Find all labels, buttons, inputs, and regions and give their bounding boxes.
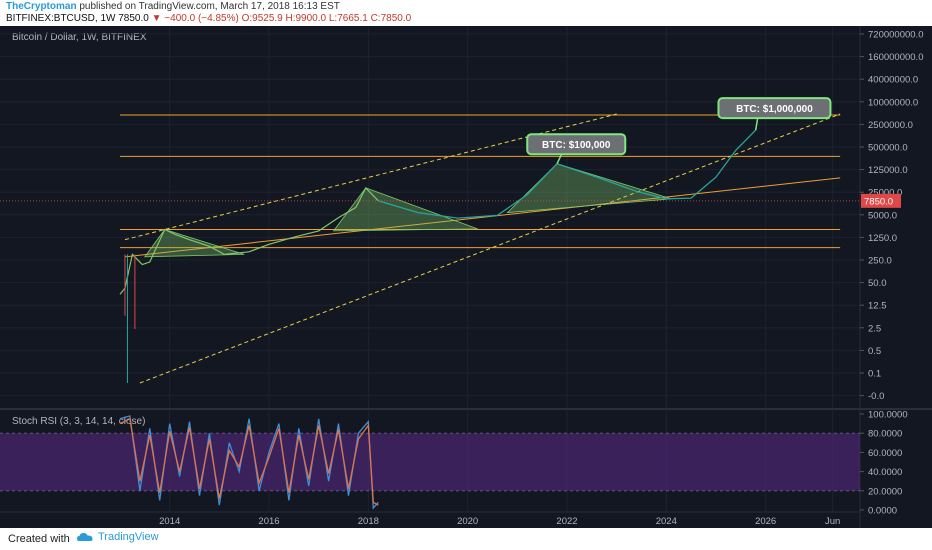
- y-tick-label: 50.0: [868, 278, 887, 289]
- publish-header: TheCryptoman published on TradingView.co…: [0, 0, 932, 26]
- stoch-tick-label: 0.0000: [868, 506, 897, 517]
- price-line: [119, 186, 379, 295]
- stoch-title: Stoch RSI (3, 3, 14, 14, close): [12, 416, 145, 427]
- tradingview-cloud-icon: [77, 533, 93, 541]
- stoch-band: [0, 433, 860, 491]
- x-tick-label: 2024: [656, 516, 677, 527]
- y-tick-label: 250.0: [868, 256, 892, 267]
- x-tick-label: 2018: [358, 516, 379, 527]
- y-tick-label: 10000000.0: [868, 97, 918, 108]
- publish-info: TheCryptoman published on TradingView.co…: [6, 1, 340, 12]
- created-with-text: Created with: [8, 533, 70, 545]
- y-tick-label: 125000.0: [868, 165, 908, 176]
- chart-title: Bitcoin / Dollar, 1W, BITFINEX: [12, 32, 147, 43]
- annotation-box: [526, 133, 627, 156]
- tradingview-logo[interactable]: TradingView: [76, 531, 159, 543]
- annotation-label: BTC: $100,000: [542, 140, 611, 151]
- y-tick-label: 5000.0: [868, 210, 897, 221]
- price-tag-label: 7850.0: [864, 196, 893, 207]
- horizontal-levels: [120, 114, 841, 249]
- chart-area[interactable]: Bitcoin / Dollar, 1W, BITFINEX BTC: $100…: [0, 26, 932, 528]
- x-tick-label: 2020: [457, 516, 478, 527]
- price-axis: 720000000.0 160000000.0 40000000.0 10000000…: [860, 30, 923, 402]
- y-tick-label: 25000.0: [868, 188, 902, 199]
- y-tick-label: 500000.0: [868, 143, 908, 154]
- x-tick-label: 2016: [258, 516, 279, 527]
- x-tick-label: Jun: [825, 516, 840, 527]
- y-tick-label: 720000000.0: [868, 30, 923, 41]
- stoch-d-line: [119, 417, 379, 506]
- stoch-tick-label: 40.0000: [868, 467, 902, 478]
- x-tick-label: 2014: [159, 516, 180, 527]
- stoch-axis: 100.0000 80.0000 60.0000 40.0000 20.0000 0.00…: [860, 410, 908, 517]
- triangle-fill: [506, 163, 672, 214]
- tradingview-brand: TradingView: [98, 531, 159, 543]
- y-tick-label: 2500000.0: [868, 120, 913, 131]
- triangle-fill: [143, 229, 245, 258]
- support-trendline: [124, 177, 841, 258]
- price-tag-bg: [861, 193, 901, 208]
- last-price: 7850.0: [118, 13, 149, 24]
- stoch-tick-label: 60.0000: [868, 448, 902, 459]
- stoch-tick-label: 100.0000: [868, 410, 908, 421]
- annotation-pointer: [754, 117, 759, 131]
- price-change: −400.0 (−4.85%): [164, 13, 239, 24]
- x-tick-label: 2026: [755, 516, 776, 527]
- annotation-box: [717, 97, 832, 120]
- down-arrow-icon: ▼: [151, 13, 162, 24]
- current-price-tag: 7850.0: [0, 193, 901, 208]
- ohlc-values: O:9525.9 H:9900.0 L:7665.1 C:7850.0: [241, 13, 412, 24]
- channel-line: [139, 113, 841, 384]
- symbol-line: BITFINEX:BTCUSD, 1W 7850.0 ▼ −400.0 (−4.…: [6, 13, 411, 24]
- author-link[interactable]: TheCryptoman: [6, 1, 77, 12]
- footer: Created with TradingView: [0, 528, 932, 550]
- annotations: BTC: $100,000 BTC: $1,000,000: [526, 97, 832, 165]
- stoch-rsi-pane: [0, 415, 860, 510]
- x-tick-label: 2022: [556, 516, 577, 527]
- annotation-label: BTC: $1,000,000: [736, 104, 813, 115]
- y-tick-label: 40000000.0: [868, 75, 918, 86]
- y-tick-label: 0.5: [868, 346, 881, 357]
- y-tick-label: -0.0: [868, 391, 884, 402]
- projection-line: [378, 129, 757, 219]
- price-lines: [119, 129, 757, 383]
- chart-svg[interactable]: Bitcoin / Dollar, 1W, BITFINEX BTC: $100…: [0, 26, 932, 528]
- y-tick-label: 160000000.0: [868, 52, 923, 63]
- symbol-label: BITFINEX:BTCUSD, 1W: [6, 13, 116, 24]
- publish-text: published on TradingView.com, March 17, …: [79, 1, 340, 12]
- y-tick-label: 0.1: [868, 369, 881, 380]
- y-tick-label: 2.5: [868, 323, 881, 334]
- time-axis: 2014 2016 2018 2020 2022 2024 2026 Jun: [159, 516, 840, 527]
- annotation-pointer: [556, 153, 563, 165]
- y-tick-label: 1250.0: [868, 233, 897, 244]
- y-tick-label: 12.5: [868, 301, 887, 312]
- stoch-tick-label: 20.0000: [868, 486, 902, 497]
- price-pane[interactable]: [0, 26, 860, 408]
- stoch-tick-label: 80.0000: [868, 429, 902, 440]
- price-grid: [0, 26, 860, 512]
